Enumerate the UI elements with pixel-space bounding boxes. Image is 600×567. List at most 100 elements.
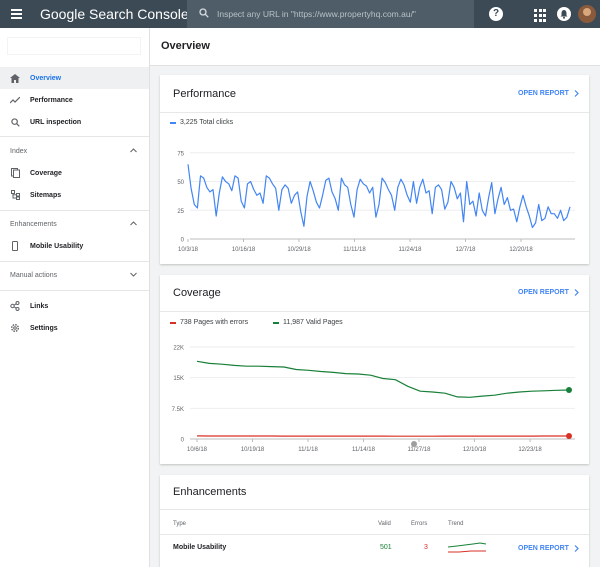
- section-manual-actions[interactable]: Manual actions: [0, 266, 149, 286]
- y-tick-label: 0: [181, 438, 185, 444]
- sidebar-item-label: Coverage: [30, 169, 62, 177]
- x-tick-label: 12/7/18: [455, 247, 476, 253]
- avatar[interactable]: [578, 5, 596, 23]
- section-label: Index: [10, 148, 28, 155]
- divider: [160, 509, 589, 510]
- search-input[interactable]: [217, 6, 467, 22]
- sidebar-item-label: Sitemaps: [30, 191, 62, 199]
- column-header-valid: Valid: [378, 521, 391, 527]
- coverage-legend-errors[interactable]: 738 Pages with errors: [170, 319, 248, 326]
- sidebar-item-overview[interactable]: Overview: [0, 67, 149, 89]
- sidebar-item-settings[interactable]: Settings: [0, 317, 149, 339]
- section-index[interactable]: Index: [0, 142, 149, 162]
- column-header-trend: Trend: [448, 521, 464, 527]
- series-end-point: [566, 386, 572, 393]
- row-type: Mobile Usability: [173, 544, 227, 551]
- divider: [0, 136, 149, 137]
- y-tick-label: 22K: [173, 346, 184, 352]
- phone-icon: [10, 241, 20, 251]
- link-icon: [10, 301, 20, 311]
- y-tick-label: 75: [177, 151, 184, 157]
- chevron-up-icon: [130, 148, 137, 153]
- sidebar-item-label: URL inspection: [30, 118, 82, 126]
- property-selector[interactable]: [8, 38, 140, 54]
- x-tick-label: 10/6/18: [187, 447, 208, 453]
- apps-grid-icon[interactable]: [534, 9, 548, 23]
- url-inspection-search[interactable]: [187, 0, 474, 28]
- coverage-card: Coverage OPEN REPORT 738 Pages with erro…: [160, 275, 589, 464]
- search-icon: [199, 8, 209, 18]
- menu-icon[interactable]: [11, 9, 22, 19]
- open-report-label: OPEN REPORT: [518, 545, 569, 552]
- app-title[interactable]: Google Search Console: [40, 6, 189, 22]
- section-label: Enhancements: [10, 221, 57, 228]
- series-end-point: [566, 432, 572, 439]
- chevron-right-icon: [574, 90, 579, 97]
- x-tick-label: 10/3/18: [178, 247, 199, 253]
- divider: [0, 210, 149, 211]
- sidebar-item-sitemaps[interactable]: Sitemaps: [0, 184, 149, 206]
- sidebar-item-url-inspection[interactable]: URL inspection: [0, 111, 149, 133]
- coverage-open-report-link[interactable]: OPEN REPORT: [518, 289, 579, 296]
- y-tick-label: 50: [177, 180, 184, 186]
- performance-card: Performance OPEN REPORT 3,225 Total clic…: [160, 75, 589, 264]
- home-icon: [10, 73, 20, 83]
- divider: [160, 534, 589, 535]
- chevron-down-icon: [130, 272, 137, 277]
- y-tick-label: 0: [181, 238, 185, 244]
- annotation-marker: [411, 441, 417, 447]
- enhancements-open-report-link[interactable]: OPEN REPORT: [518, 545, 579, 552]
- performance-legend[interactable]: 3,225 Total clicks: [170, 119, 233, 126]
- trend-sparkline: [447, 542, 487, 553]
- x-tick-label: 11/11/18: [343, 247, 366, 253]
- x-tick-label: 10/16/18: [232, 247, 256, 253]
- section-label: Manual actions: [10, 272, 58, 279]
- y-tick-label: 15K: [173, 376, 184, 382]
- sidebar-item-links[interactable]: Links: [0, 295, 149, 317]
- column-header-type: Type: [173, 521, 187, 527]
- coverage-icon: [10, 168, 20, 178]
- main-header: Overview: [150, 28, 600, 66]
- performance-open-report-link[interactable]: OPEN REPORT: [518, 90, 579, 97]
- sidebar-item-mobile-usability[interactable]: Mobile Usability: [0, 235, 149, 257]
- x-tick-label: 12/23/18: [518, 447, 542, 453]
- sidebar: Overview Performance URL inspection Inde…: [0, 28, 150, 567]
- trend-valid-line: [447, 542, 487, 548]
- sidebar-item-label: Mobile Usability: [30, 242, 84, 250]
- divider: [0, 290, 149, 291]
- x-tick-label: 10/19/18: [241, 447, 265, 453]
- top-app-bar: Google Search Console ?: [0, 0, 600, 28]
- divider: [0, 261, 149, 262]
- coverage-chart: 0 7.5K 15K 22K 10/6/18 10/19/18 11/1/18 11/14/1…: [172, 346, 575, 453]
- y-tick-label: 25: [177, 209, 184, 215]
- divider: [160, 311, 589, 312]
- sidebar-item-label: Settings: [30, 324, 58, 332]
- row-errors-count: 3: [424, 544, 428, 551]
- x-tick-label: 12/10/18: [463, 447, 487, 453]
- column-header-errors: Errors: [411, 521, 428, 527]
- notifications-icon[interactable]: [557, 7, 571, 21]
- open-report-label: OPEN REPORT: [518, 90, 569, 97]
- card-title: Performance: [173, 88, 236, 100]
- help-icon[interactable]: ?: [489, 7, 503, 21]
- performance-chart: 0 25 50 75 10/3/18 10/16/18 10/29/18 11/11/18 11…: [177, 151, 575, 253]
- enhancements-card: Enhancements Type Valid Errors Trend Mob…: [160, 475, 589, 567]
- chevron-up-icon: [130, 221, 137, 226]
- series-line: [196, 360, 570, 398]
- coverage-legend-valid[interactable]: 11,987 Valid Pages: [273, 319, 343, 326]
- x-tick-label: 12/20/18: [509, 247, 533, 253]
- row-valid-count: 501: [380, 544, 392, 551]
- sidebar-item-label: Links: [30, 302, 49, 310]
- sidebar-item-coverage[interactable]: Coverage: [0, 162, 149, 184]
- x-tick-label: 11/1/18: [298, 447, 318, 453]
- page-title: Overview: [161, 40, 210, 52]
- sidebar-item-label: Performance: [30, 96, 73, 104]
- legend-label: 738 Pages with errors: [180, 319, 249, 326]
- chevron-right-icon: [574, 545, 579, 552]
- divider: [160, 112, 589, 113]
- x-tick-label: 11/24/18: [399, 247, 423, 253]
- legend-swatch: [170, 321, 176, 324]
- section-enhancements[interactable]: Enhancements: [0, 215, 149, 235]
- sidebar-item-performance[interactable]: Performance: [0, 89, 149, 111]
- sidebar-item-label: Overview: [30, 74, 62, 82]
